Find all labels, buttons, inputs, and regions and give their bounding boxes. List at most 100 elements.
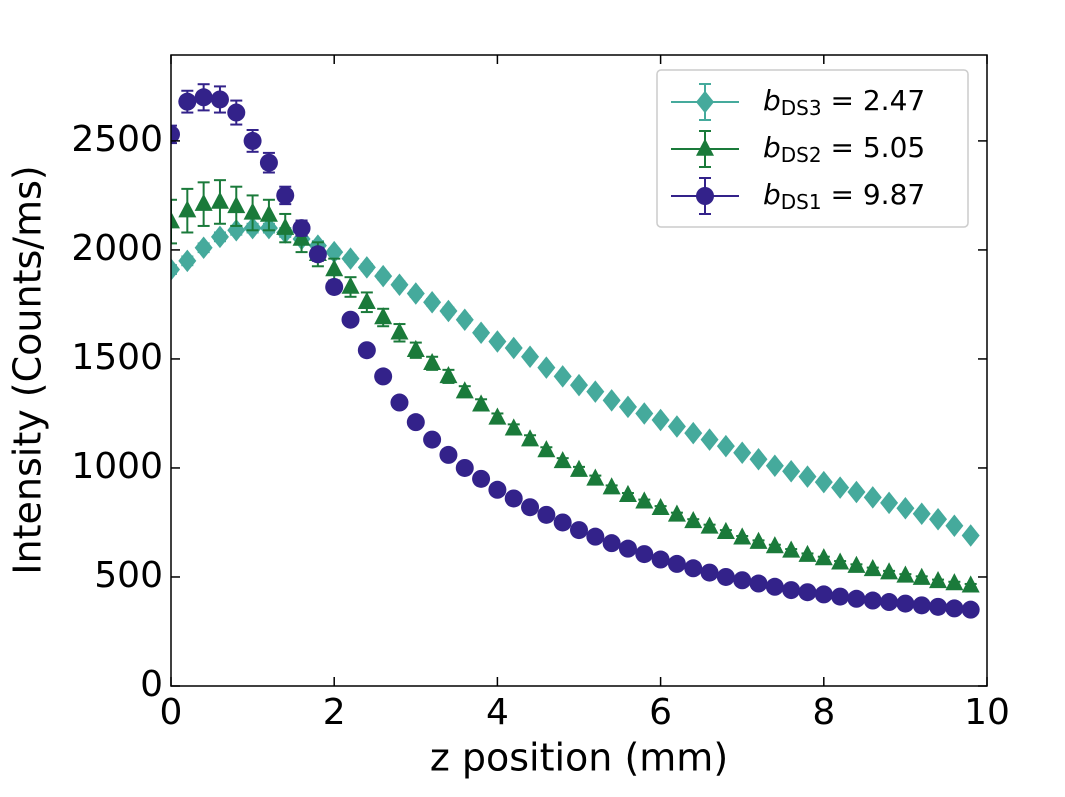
- marker: [455, 308, 474, 331]
- marker: [733, 571, 752, 590]
- marker: [961, 524, 980, 547]
- y-tick-label: 2000: [71, 228, 163, 269]
- marker: [667, 554, 686, 573]
- marker: [292, 219, 311, 238]
- error-bar: [171, 198, 177, 245]
- marker: [749, 447, 768, 471]
- marker: [696, 187, 714, 205]
- marker: [178, 200, 197, 218]
- legend-item: bDS3 = 2.47: [671, 83, 925, 121]
- marker: [798, 544, 817, 562]
- marker: [700, 563, 719, 582]
- marker: [504, 418, 523, 436]
- marker: [863, 486, 882, 509]
- marker: [782, 540, 801, 558]
- x-tick-label: 10: [964, 692, 1010, 733]
- marker: [814, 470, 833, 494]
- marker: [700, 428, 719, 451]
- marker: [537, 505, 556, 524]
- marker: [406, 282, 425, 305]
- marker: [635, 545, 654, 564]
- marker: [171, 125, 180, 144]
- marker: [210, 191, 229, 209]
- marker: [635, 402, 654, 425]
- marker: [765, 454, 784, 478]
- marker: [243, 131, 262, 150]
- marker: [651, 497, 670, 516]
- marker: [896, 594, 915, 613]
- marker: [733, 527, 752, 545]
- x-tick-label: 6: [649, 692, 672, 733]
- marker: [439, 445, 458, 464]
- marker: [880, 593, 899, 612]
- x-axis-label: z position (mm): [430, 736, 728, 780]
- marker: [749, 574, 768, 593]
- marker: [912, 567, 931, 585]
- marker: [488, 480, 507, 499]
- legend-subscript: DS3: [781, 96, 822, 120]
- marker: [521, 345, 540, 369]
- marker: [521, 498, 540, 517]
- marker: [618, 484, 637, 502]
- marker: [171, 258, 180, 281]
- marker: [553, 451, 572, 469]
- legend-label: bDS3 = 2.47: [763, 84, 925, 120]
- legend-value: = 5.05: [822, 131, 926, 164]
- legend-symbol: b: [763, 178, 781, 211]
- x-tick-label: 4: [486, 692, 509, 733]
- marker: [684, 421, 703, 445]
- marker: [651, 550, 670, 569]
- marker: [390, 273, 409, 297]
- legend-item: bDS1 = 9.87: [671, 177, 925, 215]
- marker: [504, 336, 523, 360]
- marker: [423, 352, 442, 371]
- y-tick-label: 1000: [71, 446, 163, 487]
- marker: [325, 277, 344, 296]
- marker: [194, 236, 213, 259]
- marker: [602, 534, 621, 553]
- marker: [667, 504, 686, 522]
- marker: [374, 307, 393, 325]
- error-bar: [171, 124, 177, 145]
- marker: [455, 458, 474, 477]
- marker: [602, 389, 621, 412]
- marker: [472, 394, 491, 412]
- marker: [700, 516, 719, 534]
- marker: [553, 513, 572, 532]
- marker: [749, 531, 768, 549]
- marker: [374, 264, 393, 288]
- legend-symbol: b: [763, 131, 781, 164]
- marker: [635, 491, 654, 509]
- marker: [896, 497, 915, 520]
- marker: [488, 407, 507, 425]
- marker: [341, 276, 360, 294]
- legend-subscript: DS2: [781, 143, 822, 167]
- marker: [390, 393, 409, 412]
- marker: [210, 225, 229, 249]
- marker: [570, 459, 588, 477]
- marker: [553, 365, 572, 388]
- marker: [374, 367, 393, 386]
- marker: [439, 299, 458, 323]
- marker: [618, 395, 637, 419]
- legend-box: [656, 69, 969, 228]
- marker: [537, 440, 556, 458]
- marker: [733, 441, 752, 464]
- marker: [716, 521, 735, 540]
- marker: [602, 477, 621, 495]
- marker: [406, 339, 425, 357]
- marker: [276, 186, 295, 205]
- marker: [357, 256, 376, 279]
- marker: [227, 103, 246, 122]
- marker: [194, 88, 213, 107]
- x-tick-label: 2: [323, 692, 346, 733]
- marker: [227, 219, 246, 242]
- marker: [847, 480, 866, 504]
- marker: [798, 465, 817, 488]
- marker: [570, 373, 588, 397]
- marker: [618, 539, 637, 558]
- marker: [863, 591, 882, 610]
- marker: [276, 217, 295, 235]
- legend-label: bDS1 = 9.87: [763, 178, 925, 214]
